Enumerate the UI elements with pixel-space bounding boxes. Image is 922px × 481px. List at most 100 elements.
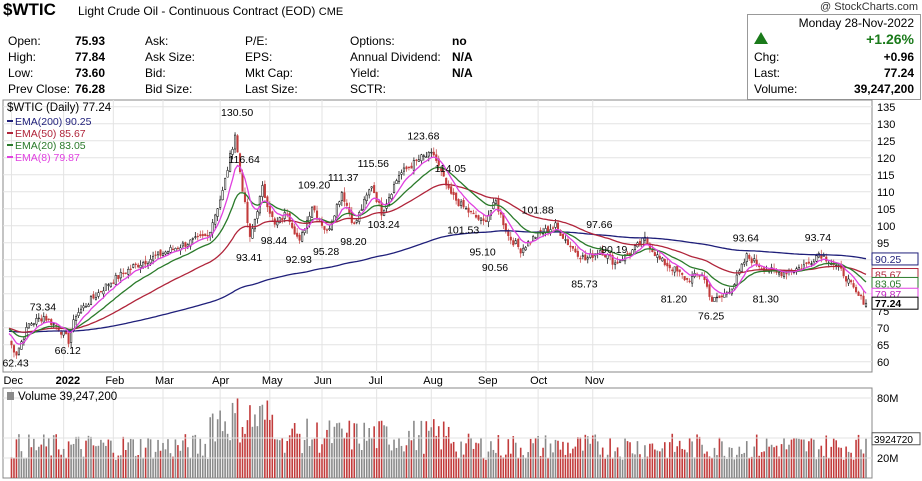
candle-body — [368, 189, 371, 196]
volume-bar — [308, 446, 311, 478]
x-tick-label: Jul — [369, 375, 383, 387]
volume-bar — [234, 413, 236, 478]
candle-body — [20, 341, 23, 350]
volume-bar — [462, 454, 465, 478]
volume-bar — [651, 443, 654, 478]
volume-bar — [182, 440, 184, 478]
volume-bar — [698, 436, 701, 478]
volume-bar — [192, 435, 194, 478]
candle-body — [89, 296, 93, 306]
volume-bar — [713, 447, 716, 478]
volume-bar — [341, 428, 343, 478]
volume-bar — [415, 450, 418, 478]
candle-body — [25, 327, 28, 340]
candle-body — [556, 222, 560, 229]
candle-body — [614, 262, 617, 265]
candle-body — [517, 238, 520, 248]
volume-bar — [55, 434, 57, 478]
volume-bar — [378, 421, 380, 478]
volume-bar — [703, 453, 706, 478]
candle-body — [698, 275, 701, 277]
volume-bar — [134, 455, 137, 478]
volume-bar — [162, 442, 164, 478]
candle-body — [405, 166, 408, 170]
volume-bar — [194, 434, 197, 478]
volume-bar — [808, 441, 810, 478]
candle-body — [161, 253, 165, 256]
volume-bar — [822, 455, 825, 478]
field-label: Bid: — [145, 66, 166, 80]
volume-bar — [57, 449, 60, 478]
x-tick-label: Dec — [3, 375, 23, 387]
volume-bar — [835, 440, 837, 478]
volume-bar — [189, 457, 192, 478]
candle-body — [748, 254, 751, 259]
candle-body — [395, 180, 398, 184]
volume-bar — [328, 420, 331, 478]
candle-body — [75, 316, 78, 321]
candle-body — [224, 178, 227, 190]
volume-bar — [273, 439, 276, 478]
volume-bar — [805, 451, 808, 478]
volume-bar — [855, 439, 857, 478]
candle-body — [691, 276, 694, 284]
volume-bar — [368, 427, 370, 478]
candle-body — [534, 237, 537, 239]
candle-body — [12, 345, 16, 353]
candle-body — [723, 293, 726, 298]
volume-bar — [336, 423, 338, 478]
volume-bar — [119, 455, 122, 478]
candle-body — [67, 332, 70, 344]
price-annotation: 92.93 — [286, 254, 312, 266]
volume-bar — [601, 447, 604, 478]
volume-bar — [283, 452, 286, 478]
candle-body — [117, 275, 120, 280]
candle-body — [231, 148, 234, 155]
volume-bar — [447, 426, 450, 478]
volume-bar — [408, 430, 410, 478]
watermark: @ StockCharts.com — [820, 1, 918, 13]
volume-bar — [631, 453, 634, 478]
volume-bar — [390, 450, 393, 478]
volume-bar — [721, 441, 723, 478]
volume-bar — [748, 458, 751, 478]
volume-bar — [850, 452, 852, 478]
volume-bar — [482, 457, 485, 478]
volume-bar — [477, 443, 480, 478]
candle-body — [407, 166, 410, 169]
candle-body — [864, 302, 868, 307]
y-tick-label: 65 — [877, 340, 889, 352]
volume-bar — [683, 449, 686, 478]
candle-body — [467, 207, 470, 213]
volume-bar — [425, 421, 428, 478]
volume-bar — [542, 447, 544, 478]
field-label: Last Size: — [245, 82, 298, 96]
candle-body — [353, 222, 356, 225]
candle-body — [663, 259, 666, 266]
candle-body — [246, 201, 249, 223]
candle-body — [70, 332, 73, 343]
volume-bar — [763, 451, 765, 478]
candle-body — [35, 318, 38, 325]
price-annotation: 109.20 — [298, 180, 330, 192]
candle-body — [132, 264, 135, 268]
candle-body — [425, 156, 428, 158]
candle-body — [238, 153, 242, 173]
volume-bar — [373, 426, 375, 478]
x-tick-label: Sep — [478, 375, 498, 387]
price-annotation: 85.73 — [571, 278, 597, 290]
instrument-description: Light Crude Oil - Continuous Contract (E… — [78, 4, 344, 18]
volume-bar — [450, 443, 452, 478]
candle-body — [715, 296, 719, 299]
volume-bar — [380, 420, 383, 478]
candle-body — [457, 199, 460, 207]
volume-bar — [152, 458, 154, 478]
volume-bar — [286, 440, 289, 478]
candle-body — [745, 253, 748, 262]
candle-body — [686, 277, 689, 280]
volume-bar — [847, 451, 850, 478]
candle-body — [380, 202, 383, 216]
volume-bar — [594, 434, 597, 478]
volume-bar — [753, 446, 756, 478]
volume-bar — [385, 426, 388, 478]
